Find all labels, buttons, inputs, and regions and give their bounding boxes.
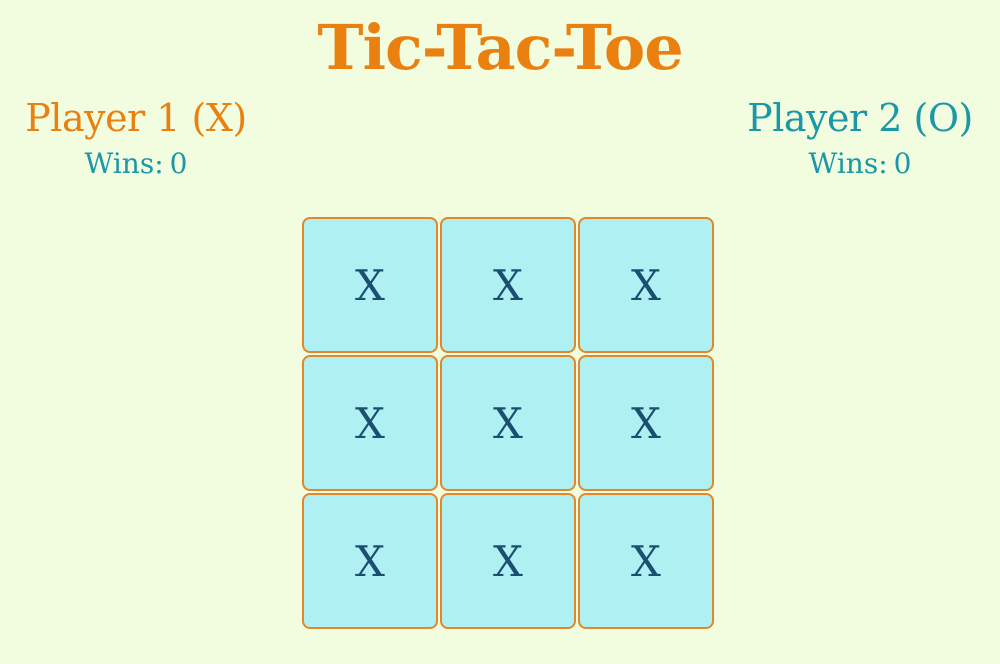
board-cell-7[interactable]: X bbox=[302, 493, 438, 629]
player-2-wins: Wins: 0 bbox=[740, 144, 980, 184]
board-cell-6[interactable]: X bbox=[578, 355, 714, 491]
player-1-wins: Wins: 0 bbox=[20, 144, 252, 184]
player-1-wins-label: Wins: bbox=[84, 147, 164, 180]
player-2-wins-label: Wins: bbox=[808, 147, 888, 180]
player-1-panel: Player 1 (X) Wins: 0 bbox=[20, 92, 252, 184]
board-cell-2[interactable]: X bbox=[440, 217, 576, 353]
player-2-name: Player 2 (O) bbox=[747, 96, 973, 140]
board-cell-8[interactable]: X bbox=[440, 493, 576, 629]
player-1-wins-count: 0 bbox=[169, 147, 188, 180]
board-cell-3[interactable]: X bbox=[578, 217, 714, 353]
player-2-wins-count: 0 bbox=[893, 147, 912, 180]
player-2-panel: Player 2 (O) Wins: 0 bbox=[740, 92, 980, 184]
board-cell-5[interactable]: X bbox=[440, 355, 576, 491]
board-cell-4[interactable]: X bbox=[302, 355, 438, 491]
board-cell-1[interactable]: X bbox=[302, 217, 438, 353]
board-cell-9[interactable]: X bbox=[578, 493, 714, 629]
player-1-name: Player 1 (X) bbox=[25, 96, 247, 140]
game-board: X X X X X X X X X bbox=[302, 217, 718, 633]
game-title: Tic-Tac-Toe bbox=[317, 11, 683, 84]
